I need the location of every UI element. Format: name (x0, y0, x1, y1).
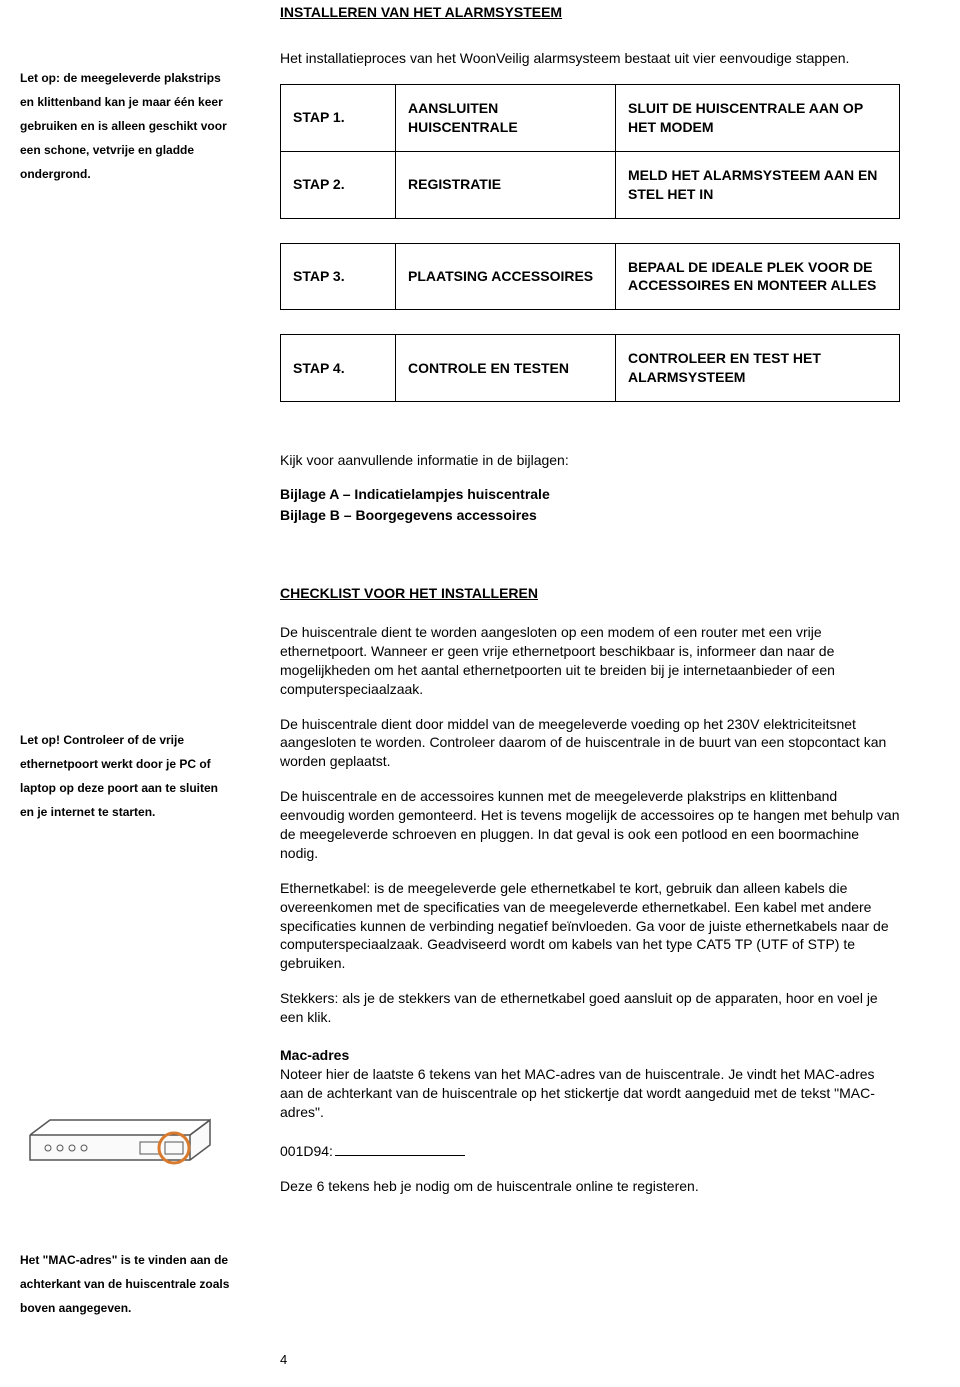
mac-prefix: 001D94: (280, 1143, 333, 1159)
table-row: STAP 2. REGISTRATIE MELD HET ALARMSYSTEE… (281, 151, 900, 218)
appendix-block: Kijk voor aanvullende informatie in de b… (280, 450, 900, 525)
step-desc: BEPAAL DE IDEALE PLEK VOOR DE ACCESSOIRE… (616, 243, 900, 310)
checklist-para-1: De huiscentrale dient te worden aangeslo… (280, 623, 900, 699)
mac-final-para: Deze 6 tekens heb je nodig om de huiscen… (280, 1177, 900, 1196)
table-row: STAP 1. AANSLUITEN HUISCENTRALE SLUIT DE… (281, 85, 900, 152)
mac-adres-heading: Mac-adres (280, 1047, 900, 1063)
table-row: STAP 4. CONTROLE EN TESTEN CONTROLEER EN… (281, 335, 900, 402)
appendix-a: Bijlage A – Indicatielampjes huiscentral… (280, 484, 900, 504)
step-number: STAP 1. (281, 85, 396, 152)
intro-text: Het installatieproces van het WoonVeilig… (280, 50, 900, 66)
steps-table: STAP 1. AANSLUITEN HUISCENTRALE SLUIT DE… (280, 84, 900, 402)
table-row: STAP 3. PLAATSING ACCESSOIRES BEPAAL DE … (281, 243, 900, 310)
checklist-title: CHECKLIST VOOR HET INSTALLEREN (280, 585, 900, 601)
step-desc: CONTROLEER EN TEST HET ALARMSYSTEEM (616, 335, 900, 402)
mac-prefix-line: 001D94: (280, 1142, 900, 1161)
mac-adres-para: Noteer hier de laatste 6 tekens van het … (280, 1065, 900, 1122)
step-number: STAP 4. (281, 335, 396, 402)
mac-fill-line (335, 1155, 465, 1156)
appendix-b: Bijlage B – Boorgegevens accessoires (280, 505, 900, 525)
step-desc: SLUIT DE HUISCENTRALE AAN OP HET MODEM (616, 85, 900, 152)
appendix-intro: Kijk voor aanvullende informatie in de b… (280, 450, 900, 470)
page-number: 4 (280, 1352, 287, 1367)
sidebar-note-ethernet: Let op! Controleer of de vrije ethernetp… (20, 728, 235, 824)
step-name: CONTROLE EN TESTEN (396, 335, 616, 402)
checklist-para-3: De huiscentrale en de accessoires kunnen… (280, 787, 900, 863)
step-name: REGISTRATIE (396, 151, 616, 218)
step-name: PLAATSING ACCESSOIRES (396, 243, 616, 310)
sidebar-note-mac: Het "MAC-adres" is te vinden aan de acht… (20, 1248, 235, 1320)
step-number: STAP 2. (281, 151, 396, 218)
sidebar-note-plakstrips: Let op: de meegeleverde plakstrips en kl… (20, 66, 235, 186)
checklist-para-4: Ethernetkabel: is de meegeleverde gele e… (280, 879, 900, 973)
checklist-para-5: Stekkers: als je de stekkers van de ethe… (280, 989, 900, 1027)
section-title: INSTALLEREN VAN HET ALARMSYSTEEM (280, 4, 900, 20)
step-number: STAP 3. (281, 243, 396, 310)
checklist-para-2: De huiscentrale dient door middel van de… (280, 715, 900, 772)
step-desc: MELD HET ALARMSYSTEEM AAN EN STEL HET IN (616, 151, 900, 218)
step-name: AANSLUITEN HUISCENTRALE (396, 85, 616, 152)
device-illustration (20, 1100, 220, 1180)
